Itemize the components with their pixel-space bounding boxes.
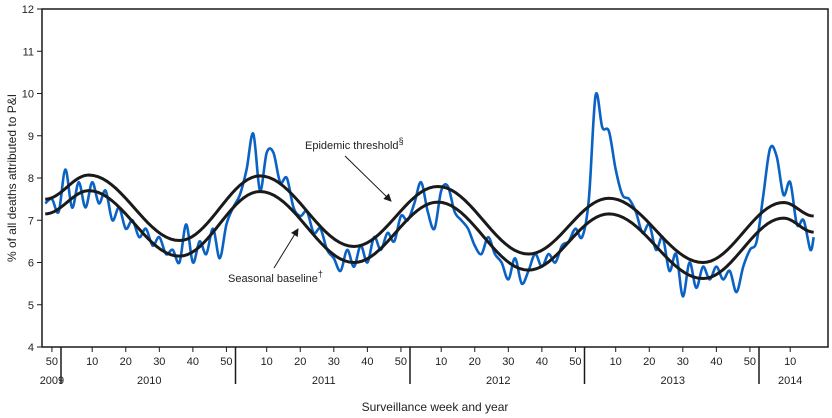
year-label: 2013 (661, 375, 685, 387)
x-tick-label: 30 (502, 356, 514, 368)
y-tick-label: 4 (28, 342, 34, 354)
x-tick-label: 40 (187, 356, 199, 368)
x-tick-label: 40 (710, 356, 722, 368)
x-tick-label: 50 (220, 356, 232, 368)
x-tick-label: 10 (610, 356, 622, 368)
x-tick-label: 50 (569, 356, 581, 368)
y-tick-label: 12 (22, 4, 34, 16)
x-tick-label: 30 (677, 356, 689, 368)
threshold-arrow (344, 155, 392, 202)
x-tick-label: 20 (120, 356, 132, 368)
x-tick-label: 10 (435, 356, 447, 368)
year-label: 2012 (486, 375, 510, 387)
year-label: 2014 (778, 375, 802, 387)
series-lines (44, 91, 815, 298)
x-tick-label: 20 (294, 356, 306, 368)
x-tick-label: 10 (784, 356, 796, 368)
threshold-annotation: Epidemic threshold§ (305, 136, 404, 202)
x-tick-label: 30 (153, 356, 165, 368)
y-tick-label: 8 (28, 173, 34, 185)
y-axis-ticks: 4 5 6 7 8 9 10 11 12 (22, 4, 42, 354)
year-label: 2010 (137, 375, 161, 387)
x-tick-label: 50 (46, 356, 58, 368)
y-tick-label: 5 (28, 300, 34, 312)
x-tick-label: 40 (536, 356, 548, 368)
y-tick-label: 6 (28, 258, 34, 270)
x-tick-label: 10 (86, 356, 98, 368)
threshold-footnote-mark: § (399, 136, 404, 146)
svg-text:Seasonal baseline†: Seasonal baseline† (228, 269, 323, 285)
svg-text:Epidemic threshold§: Epidemic threshold§ (305, 136, 404, 152)
baseline-arrow (273, 228, 299, 269)
y-tick-label: 7 (28, 215, 34, 227)
year-label: 2009 (40, 375, 64, 387)
plot-frame (41, 8, 829, 348)
x-tick-label: 50 (744, 356, 756, 368)
threshold-label: Epidemic threshold (305, 140, 399, 152)
y-axis-label: % of all deaths attributed to P&I (5, 94, 19, 262)
y-tick-label: 11 (23, 46, 34, 58)
x-tick-label: 30 (328, 356, 340, 368)
x-axis-label: Surveillance week and year (362, 400, 509, 414)
x-tick-label: 10 (261, 356, 273, 368)
year-label: 2011 (312, 375, 336, 387)
x-tick-label: 20 (469, 356, 481, 368)
baseline-annotation: Seasonal baseline† (228, 228, 323, 285)
threshold-series-line (45, 173, 814, 265)
y-tick-label: 9 (28, 131, 34, 143)
x-tick-label: 50 (395, 356, 407, 368)
x-axis-ticks: 50 10 20 30 40 50 10 20 30 40 50 10 20 30 40 50 10 20 30 40… (40, 347, 802, 387)
observed-series-line (44, 91, 815, 298)
baseline-label: Seasonal baseline (228, 273, 318, 285)
y-tick-label: 10 (22, 89, 34, 101)
baseline-series-line (45, 189, 814, 281)
baseline-footnote-mark: † (318, 269, 323, 279)
x-tick-label: 20 (643, 356, 655, 368)
x-tick-label: 40 (361, 356, 373, 368)
